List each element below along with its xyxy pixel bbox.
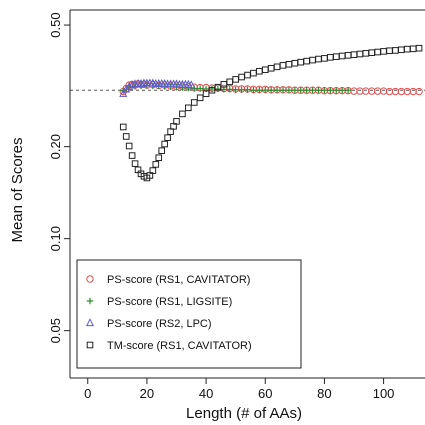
circle-point [415,87,423,96]
plus-point [333,87,340,94]
legend: PS-score (RS1, CAVITATOR) PS-score (RS1, … [76,259,302,369]
x-axis-title: Length (# of AAs) [186,405,302,422]
plus-point [226,86,233,93]
plus-point [273,87,281,94]
square-point [161,140,168,148]
series-triangle [119,78,196,97]
plus-point [291,87,299,94]
triangle-point [119,88,128,97]
plus-point [238,86,245,93]
triangle-point [128,80,137,89]
y-tick-label: 0.50 [48,12,63,37]
series-square [119,44,423,182]
square-point [185,104,192,112]
triangle-point [187,80,196,89]
plus-point [244,86,251,93]
plus-point [285,87,293,94]
triangle-point [122,84,131,93]
square-point [415,44,423,52]
plus-point [267,87,275,94]
x-tick-label: 0 [84,386,91,401]
x-tick-label: 40 [199,386,213,401]
y-tick-label: 0.05 [48,318,63,343]
square-point [196,94,204,102]
plus-point [262,87,269,94]
plus-point [315,87,322,94]
plus-point [214,85,222,93]
axes: 0 20 40 60 80 100 0.05 0.10 0.20 0.50 [48,9,425,401]
square-point [128,152,136,159]
square-point [173,118,180,125]
y-tick-label: 0.20 [48,134,63,159]
plus-point [338,87,346,94]
plus-point [256,87,263,94]
plus-point [208,85,216,93]
plus-point [344,87,352,94]
square-point [179,110,186,118]
data-marks [70,44,425,182]
square-point [152,161,160,168]
triangle-point [125,81,134,90]
x-tick-label: 60 [258,386,272,401]
square-point [119,123,127,131]
x-tick-label: 80 [317,386,331,401]
square-point [149,167,157,174]
legend-triangle-marker [85,318,95,327]
plus-point [279,87,287,94]
square-point [190,99,198,106]
legend-label: PS-score (RS2, LPC) [107,318,212,330]
legend-circle-marker [86,275,94,283]
plus-point [232,86,239,93]
square-point [155,154,163,162]
square-point [202,90,210,98]
legend-square-marker [86,341,94,349]
x-tick-label: 100 [373,386,395,401]
square-point [122,133,130,140]
plus-point [321,87,328,94]
square-point [158,147,166,155]
square-point [125,142,133,150]
plus-point [309,87,316,94]
y-tick-label: 0.10 [48,226,63,251]
x-tick-label: 20 [140,386,154,401]
plus-point [196,85,204,92]
plus-point [303,87,310,94]
legend-box [76,259,302,369]
legend-label: PS-score (RS1, CAVITATOR) [107,274,250,286]
legend-label: TM-score (RS1, CAVITATOR) [107,340,252,352]
legend-plus-marker [86,297,94,305]
plus-point [250,87,257,94]
plus-point [297,87,304,94]
y-axis-title: Mean of Scores [9,137,26,242]
plus-point [327,87,334,94]
legend-label: PS-score (RS1, LIGSITE) [107,296,232,308]
square-point [131,160,139,167]
